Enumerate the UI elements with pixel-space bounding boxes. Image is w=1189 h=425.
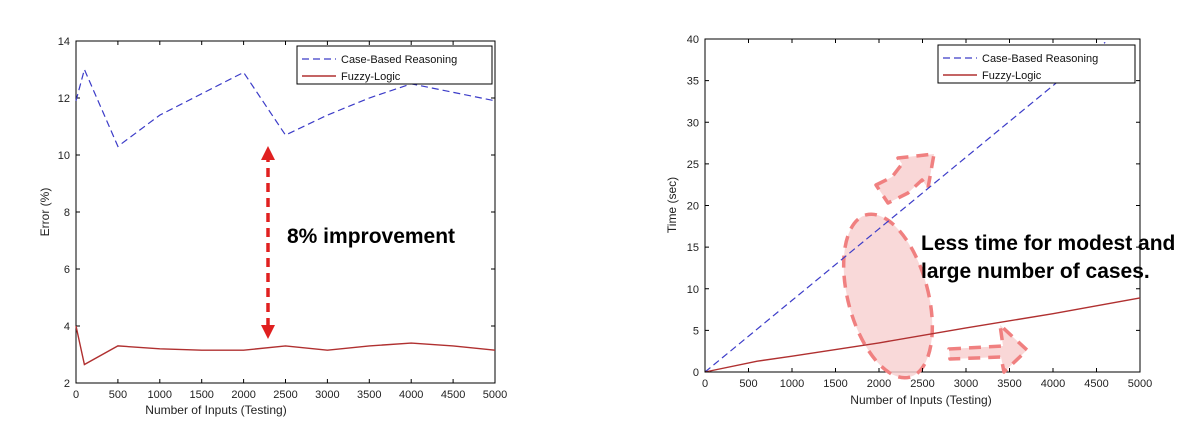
error-x-tick-label: 4000 bbox=[399, 389, 423, 401]
error-y-tick-label: 2 bbox=[64, 378, 70, 390]
time-y-tick-label: 10 bbox=[687, 284, 699, 296]
error-series bbox=[75, 67, 496, 366]
error-legend-cbr-label: Case-Based Reasoning bbox=[341, 54, 457, 66]
time-annotation-line1: Less time for modest and bbox=[921, 232, 1175, 255]
time-x-tick-label: 1000 bbox=[780, 378, 804, 390]
time-axis-ticks: 0 500 1000 1500 2000 2500 3000 3500 4000 4500 5000… bbox=[687, 34, 1152, 390]
error-x-tick-label: 4500 bbox=[441, 389, 465, 401]
time-y-tick-label: 30 bbox=[687, 117, 699, 129]
time-y-tick-label: 5 bbox=[693, 325, 699, 337]
error-y-tick-label: 4 bbox=[64, 321, 70, 333]
highlight-arrow-up bbox=[874, 152, 936, 205]
error-series-fuzzy-logic bbox=[75, 325, 496, 366]
time-legend-cbr-label: Case-Based Reasoning bbox=[982, 53, 1098, 65]
error-plot-frame bbox=[75, 40, 496, 384]
time-x-tick-label: 4000 bbox=[1041, 378, 1065, 390]
time-x-tick-label: 500 bbox=[739, 378, 757, 390]
time-y-tick-label: 25 bbox=[687, 159, 699, 171]
time-x-tick-label: 4500 bbox=[1084, 378, 1108, 390]
time-y-tick-label: 15 bbox=[687, 242, 699, 254]
error-y-tick-label: 8 bbox=[64, 207, 70, 219]
error-legend-fuzzy-label: Fuzzy-Logic bbox=[341, 71, 401, 83]
time-y-tick-label: 20 bbox=[687, 201, 699, 213]
error-x-tick-label: 5000 bbox=[483, 389, 507, 401]
error-legend: Case-Based Reasoning Fuzzy-Logic bbox=[296, 45, 493, 85]
error-y-tick-label: 14 bbox=[58, 36, 70, 48]
improvement-annotation: 8% improvement bbox=[287, 225, 455, 248]
error-chart: 0 500 1000 1500 2000 2500 3000 3500 4000 4500 5000… bbox=[38, 36, 507, 417]
time-x-tick-label: 1500 bbox=[823, 378, 847, 390]
time-x-axis-label: Number of Inputs (Testing) bbox=[850, 393, 991, 407]
error-legend-box bbox=[296, 45, 493, 85]
error-x-tick-label: 1000 bbox=[148, 389, 172, 401]
time-legend-box bbox=[937, 44, 1136, 84]
error-series-case-based-reasoning bbox=[75, 67, 496, 148]
time-series-fuzzy-logic bbox=[704, 297, 1141, 373]
time-x-tick-label: 3000 bbox=[954, 378, 978, 390]
error-x-tick-label: 1500 bbox=[189, 389, 213, 401]
time-y-tick-label: 35 bbox=[687, 76, 699, 88]
time-x-tick-label: 5000 bbox=[1128, 378, 1152, 390]
time-legend-fuzzy-label: Fuzzy-Logic bbox=[982, 70, 1042, 82]
error-x-tick-label: 0 bbox=[73, 389, 79, 401]
error-x-tick-label: 500 bbox=[109, 389, 127, 401]
error-x-tick-label: 2000 bbox=[231, 389, 255, 401]
time-x-tick-label: 2500 bbox=[910, 378, 934, 390]
time-legend: Case-Based Reasoning Fuzzy-Logic bbox=[937, 44, 1136, 84]
error-x-tick-label: 3000 bbox=[315, 389, 339, 401]
error-y-axis-label: Error (%) bbox=[38, 188, 52, 237]
error-y-tick-label: 6 bbox=[64, 264, 70, 276]
error-y-tick-label: 10 bbox=[58, 150, 70, 162]
error-axis-ticks: 0 500 1000 1500 2000 2500 3000 3500 4000 4500 5000… bbox=[58, 36, 507, 401]
time-annotation-line2: large number of cases. bbox=[921, 260, 1150, 283]
time-x-tick-label: 3500 bbox=[997, 378, 1021, 390]
time-y-tick-label: 40 bbox=[687, 34, 699, 46]
time-x-tick-label: 0 bbox=[702, 378, 708, 390]
error-x-axis-label: Number of Inputs (Testing) bbox=[145, 403, 286, 417]
time-y-tick-label: 0 bbox=[693, 367, 699, 379]
time-x-tick-label: 2000 bbox=[867, 378, 891, 390]
highlight-arrow-right bbox=[947, 323, 1029, 374]
error-x-tick-label: 3500 bbox=[357, 389, 381, 401]
time-chart: 0 500 1000 1500 2000 2500 3000 3500 4000 4500 5000… bbox=[665, 34, 1175, 407]
time-y-axis-label: Time (sec) bbox=[665, 177, 679, 233]
error-y-tick-label: 12 bbox=[58, 93, 70, 105]
error-x-tick-label: 2500 bbox=[273, 389, 297, 401]
